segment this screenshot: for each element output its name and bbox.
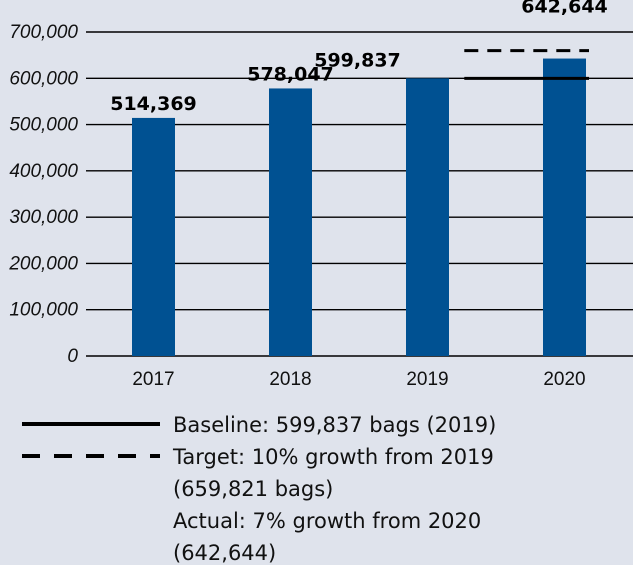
bar-2019: [406, 78, 449, 357]
y-axis-ticks: 0 100,000 200,000 300,000 400,000 500,000 600,…: [8, 22, 78, 367]
y-tick-label: 500,000: [9, 115, 78, 136]
y-tick-label: 400,000: [9, 161, 78, 182]
bars: [132, 58, 586, 357]
y-tick-label: 0: [67, 346, 78, 367]
x-category-label: 2020: [543, 369, 585, 390]
y-tick-label: 700,000: [9, 22, 78, 43]
legend-text: Baseline: 599,837 bags (2019): [173, 413, 496, 437]
data-label-2017: 514,369: [110, 93, 197, 115]
bar-2017: [132, 117, 175, 357]
legend-text: (659,821 bags): [173, 477, 333, 501]
y-tick-label: 100,000: [9, 300, 78, 321]
legend-text: (642,644): [173, 541, 276, 565]
y-tick-label: 600,000: [9, 68, 78, 89]
legend-text: Actual: 7% growth from 2020: [173, 509, 481, 533]
data-label-2018: 578,047: [247, 63, 334, 85]
x-category-label: 2019: [406, 369, 448, 390]
reference-lines: [464, 49, 589, 80]
x-axis-categories: 2017 2018 2019 2020: [132, 369, 585, 390]
x-category-label: 2017: [132, 369, 174, 390]
y-tick-label: 300,000: [9, 207, 78, 228]
y-tick-label: 200,000: [8, 253, 78, 274]
legend: Baseline: 599,837 bags (2019) Target: 10%…: [22, 413, 496, 565]
data-label-2019: 599,837: [314, 49, 401, 71]
data-label-2020: 642,644: [521, 0, 608, 18]
grid-lines: [86, 31, 633, 357]
x-category-label: 2018: [269, 369, 311, 390]
bar-2020: [543, 58, 586, 356]
legend-text: Target: 10% growth from 2019: [172, 445, 494, 469]
bar-2018: [269, 88, 312, 357]
